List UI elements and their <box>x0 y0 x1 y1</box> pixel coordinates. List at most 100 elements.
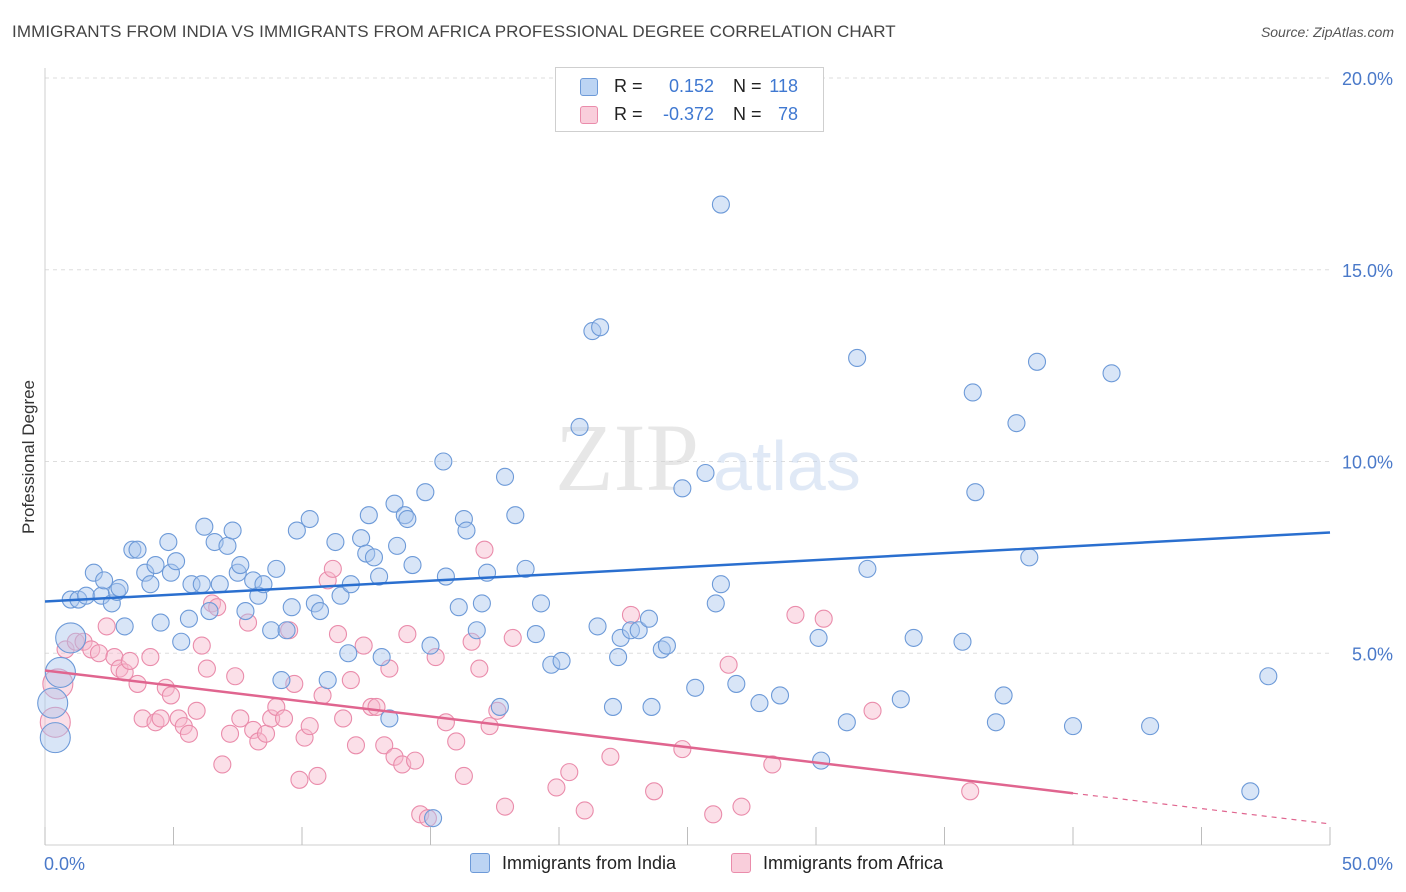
data-point <box>503 628 522 647</box>
data-point <box>953 632 972 651</box>
data-point <box>506 506 525 525</box>
data-point <box>128 674 147 693</box>
data-point <box>151 613 170 632</box>
data-point <box>231 709 250 728</box>
data-point <box>526 625 545 644</box>
data-point <box>187 701 206 720</box>
data-point <box>220 724 240 743</box>
legend-n-label: N = <box>733 104 762 124</box>
data-point <box>341 671 360 690</box>
legend-n-value: 78 <box>777 104 798 124</box>
data-point <box>274 709 294 728</box>
data-point <box>105 648 124 667</box>
legend-r-value: -0.372 <box>662 104 714 124</box>
legend-label-africa: Immigrants from Africa <box>763 853 944 873</box>
data-point <box>272 671 291 690</box>
data-point <box>95 571 114 590</box>
data-point <box>966 483 985 502</box>
trend-line-africa-extrapolated <box>1072 792 1331 825</box>
data-point <box>380 709 399 728</box>
data-point <box>231 555 250 575</box>
data-point <box>123 540 142 559</box>
data-point <box>418 809 437 828</box>
data-point <box>179 724 198 743</box>
data-point <box>629 621 648 640</box>
data-point <box>308 766 327 786</box>
data-point <box>334 709 353 728</box>
data-point <box>770 686 790 705</box>
data-point <box>179 609 198 628</box>
data-point <box>84 563 103 582</box>
data-point <box>161 563 180 582</box>
data-point-large <box>55 622 87 654</box>
data-point <box>711 195 730 214</box>
data-point <box>262 621 281 640</box>
data-point <box>256 724 276 743</box>
data-point <box>359 506 378 525</box>
data-point <box>961 782 980 801</box>
data-point <box>128 540 147 559</box>
data-point <box>370 567 389 586</box>
data-point <box>732 797 751 816</box>
data-point <box>385 494 404 513</box>
data-point <box>89 644 109 663</box>
data-point <box>318 571 337 590</box>
data-point <box>449 598 468 617</box>
data-point <box>642 697 661 716</box>
data-point <box>434 452 453 471</box>
legend-row-india: R = 0.152 N = 118 <box>556 73 823 101</box>
data-point <box>436 713 455 732</box>
data-point <box>426 648 445 667</box>
data-point <box>110 579 129 598</box>
data-point-large <box>37 687 69 719</box>
data-point <box>686 678 705 697</box>
data-point <box>295 728 314 747</box>
data-point <box>994 686 1013 705</box>
watermark-atlas: atlas <box>713 427 861 505</box>
data-point <box>218 536 237 555</box>
data-point <box>786 605 805 624</box>
data-point <box>249 732 268 751</box>
data-point <box>375 736 394 755</box>
data-point <box>226 667 245 686</box>
data-point <box>115 617 134 636</box>
data-point <box>706 594 725 613</box>
data-point <box>1007 414 1026 433</box>
data-point <box>282 598 301 617</box>
data-point <box>457 521 476 540</box>
data-point <box>403 555 422 575</box>
data-point <box>1102 364 1121 383</box>
data-point <box>136 563 155 582</box>
data-point <box>809 628 828 647</box>
x-tick-min: 0.0% <box>44 854 85 874</box>
legend-n-value: 118 <box>769 76 798 96</box>
data-point <box>210 575 229 594</box>
data-point <box>290 770 309 789</box>
data-point <box>385 747 404 766</box>
data-point <box>120 651 139 670</box>
data-point <box>310 602 330 621</box>
legend-swatch-india <box>470 853 490 873</box>
trend-line-africa <box>44 669 1074 795</box>
data-point <box>863 701 882 720</box>
data-point <box>313 686 332 705</box>
data-point <box>421 636 440 655</box>
data-point <box>92 586 111 605</box>
data-point <box>570 417 589 437</box>
chart-source: Source: ZipAtlas.com <box>1260 24 1394 40</box>
data-point <box>858 559 877 578</box>
data-point <box>326 532 345 552</box>
data-point <box>1027 352 1047 371</box>
data-point <box>77 586 96 605</box>
data-point <box>560 763 579 782</box>
data-point <box>763 755 782 774</box>
y-tick-labels: 5.0% 10.0% 15.0% 20.0% <box>1342 69 1393 664</box>
data-point <box>192 636 211 655</box>
y-tick-label: 10.0% <box>1342 453 1393 473</box>
data-point <box>388 536 407 555</box>
data-point <box>588 617 607 636</box>
data-point <box>167 552 186 571</box>
data-point <box>621 621 641 640</box>
data-point <box>611 628 630 647</box>
